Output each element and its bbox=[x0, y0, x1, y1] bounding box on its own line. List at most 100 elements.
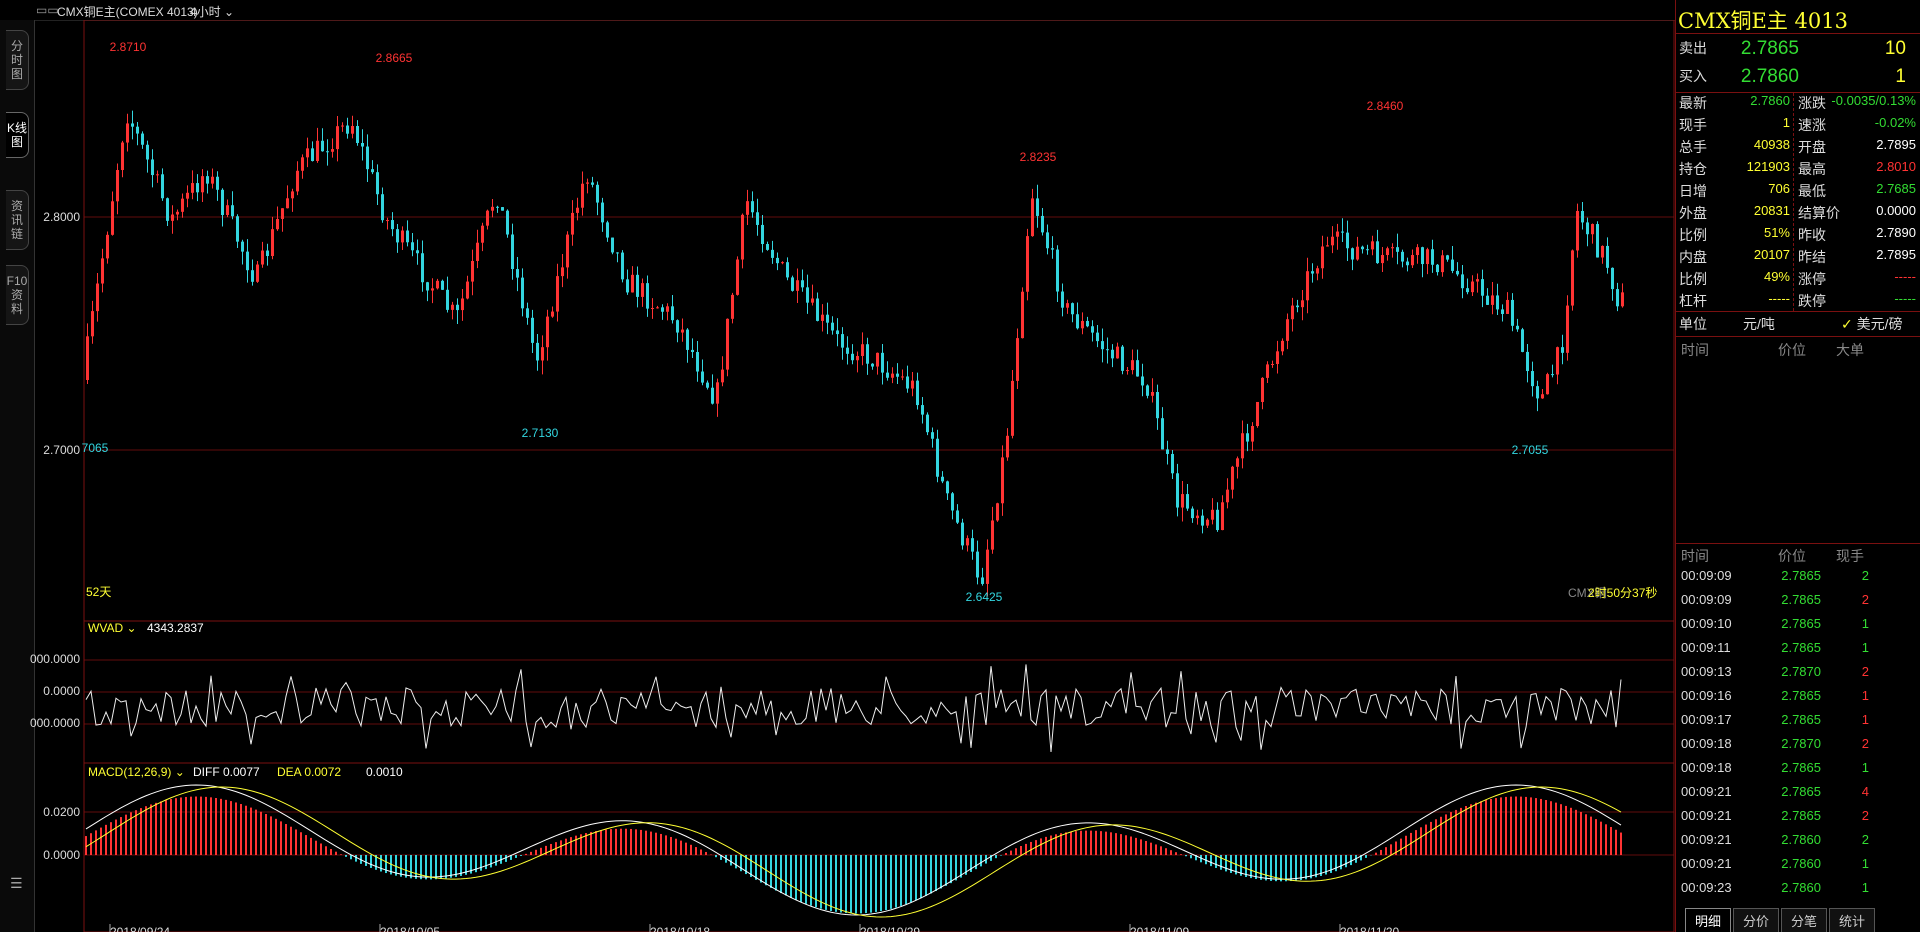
stat-label: 速涨 bbox=[1798, 117, 1826, 133]
candle-body bbox=[931, 432, 934, 439]
instrument-title[interactable]: CMX铜E主(COMEX 4013) bbox=[57, 5, 198, 19]
date-axis-label: 2018/10/18 bbox=[650, 925, 710, 932]
period-dropdown[interactable]: 4小时 ⌄ bbox=[190, 5, 235, 19]
tab-price-distribution[interactable]: 分价 bbox=[1733, 908, 1780, 932]
trade-row[interactable]: 00:09:16 2.7865 1 bbox=[1676, 688, 1920, 712]
trade-row[interactable]: 00:09:21 2.7860 1 bbox=[1676, 856, 1920, 880]
candle-body bbox=[161, 174, 164, 199]
candle-body bbox=[1031, 198, 1034, 237]
candle-body bbox=[906, 376, 909, 389]
trade-row[interactable]: 00:09:11 2.7865 1 bbox=[1676, 640, 1920, 664]
candle-body bbox=[746, 201, 749, 215]
candle-body bbox=[546, 316, 549, 348]
stat-value: 2.7860 bbox=[1750, 93, 1790, 108]
trade-row[interactable]: 00:09:09 2.7865 2 bbox=[1676, 592, 1920, 616]
list-icon[interactable]: ☰ bbox=[10, 875, 23, 891]
trade-row[interactable]: 00:09:21 2.7860 2 bbox=[1676, 832, 1920, 856]
candle-body bbox=[1601, 245, 1604, 258]
stat-value: -0.02% bbox=[1874, 115, 1916, 130]
candle-body bbox=[1516, 325, 1519, 330]
unit-usd[interactable]: ✓ 美元/磅 bbox=[1841, 316, 1903, 332]
candle-body bbox=[306, 148, 309, 158]
candle-body bbox=[856, 356, 859, 361]
candle-body bbox=[136, 126, 139, 134]
candle-body bbox=[791, 277, 794, 291]
trade-row[interactable]: 00:09:13 2.7870 2 bbox=[1676, 664, 1920, 688]
candle-body bbox=[256, 264, 259, 282]
tab-detail[interactable]: 明细 bbox=[1685, 908, 1732, 932]
kline-chart[interactable]: 2.8000 2.7000 000.0000 0.0000 000.0000 0.0200… bbox=[0, 20, 1675, 932]
candle-body bbox=[666, 306, 669, 312]
stat-row: 持仓 121903 最高 2.8010 bbox=[1676, 159, 1920, 181]
stat-label: 最新 bbox=[1679, 95, 1707, 111]
candle-body bbox=[191, 183, 194, 193]
candle-body bbox=[471, 260, 474, 282]
unit-cny[interactable]: 元/吨 bbox=[1743, 316, 1775, 332]
tab-statistics[interactable]: 统计 bbox=[1829, 908, 1876, 932]
candle-body bbox=[586, 182, 589, 184]
candle-body bbox=[671, 306, 674, 321]
trade-time: 00:09:18 bbox=[1681, 760, 1732, 775]
countdown-instrument-label: CMX铜 bbox=[1568, 585, 1607, 600]
candle-body bbox=[416, 250, 419, 254]
tab-news[interactable]: 资讯链 bbox=[6, 190, 29, 250]
tab-f10[interactable]: F10资料 bbox=[6, 265, 29, 325]
candle-body bbox=[1446, 255, 1449, 260]
trade-volume: 1 bbox=[1861, 688, 1869, 703]
candle-body bbox=[646, 283, 649, 309]
candle-body bbox=[101, 258, 104, 284]
buy-row[interactable]: 买入 2.7860 1 bbox=[1679, 66, 1906, 87]
candle-body bbox=[176, 211, 179, 215]
candle-body bbox=[216, 176, 219, 190]
trade-row[interactable]: 00:09:09 2.7865 2 bbox=[1676, 568, 1920, 592]
stat-label: 日增 bbox=[1679, 183, 1707, 199]
candle-body bbox=[556, 276, 559, 312]
trade-price: 2.7865 bbox=[1781, 784, 1821, 799]
candle-body bbox=[756, 212, 759, 225]
trade-row[interactable]: 00:09:10 2.7865 1 bbox=[1676, 616, 1920, 640]
trade-row[interactable]: 00:09:18 2.7870 2 bbox=[1676, 736, 1920, 760]
menu-icon[interactable]: ▭▭ bbox=[36, 3, 59, 17]
trade-row[interactable]: 00:09:21 2.7865 4 bbox=[1676, 784, 1920, 808]
price-extreme-label: 2.7130 bbox=[522, 426, 559, 440]
candle-body bbox=[781, 262, 784, 264]
candle-body bbox=[1551, 374, 1554, 376]
stat-label: 总手 bbox=[1679, 139, 1707, 155]
candle-body bbox=[281, 208, 284, 219]
candle-body bbox=[851, 353, 854, 361]
candle-body bbox=[1621, 292, 1624, 307]
candle-body bbox=[381, 194, 384, 221]
trade-row[interactable]: 00:09:18 2.7865 1 bbox=[1676, 760, 1920, 784]
candle-body bbox=[896, 373, 899, 377]
candle-body bbox=[1151, 392, 1154, 396]
trade-row[interactable]: 00:09:21 2.7865 2 bbox=[1676, 808, 1920, 832]
candle-body bbox=[271, 229, 274, 257]
top-bar: ▭▭ CMX铜E主(COMEX 4013) 4小时 ⌄ bbox=[0, 0, 1675, 21]
trade-row[interactable]: 00:09:23 2.7860 1 bbox=[1676, 880, 1920, 904]
tab-kline[interactable]: K线图 bbox=[6, 112, 29, 158]
candle-body bbox=[1386, 248, 1389, 256]
sell-row[interactable]: 卖出 2.7865 10 bbox=[1679, 38, 1906, 59]
candle-body bbox=[1136, 360, 1139, 377]
stat-value: ----- bbox=[1894, 269, 1916, 284]
candle-body bbox=[266, 250, 269, 257]
candle-body bbox=[1216, 509, 1219, 531]
candle-body bbox=[576, 207, 579, 213]
trade-time: 00:09:13 bbox=[1681, 664, 1732, 679]
tab-tick[interactable]: 分笔 bbox=[1781, 908, 1828, 932]
countdown-timer: 2时50分37秒 bbox=[1588, 586, 1657, 600]
candle-body bbox=[411, 242, 414, 251]
candle-body bbox=[226, 205, 229, 216]
stat-value: 0.0000 bbox=[1876, 203, 1916, 218]
trade-time: 00:09:09 bbox=[1681, 568, 1732, 583]
macd-dea: DEA 0.0072 bbox=[277, 765, 341, 779]
stat-value: 2.7685 bbox=[1876, 181, 1916, 196]
candle-body bbox=[751, 201, 754, 213]
price-extreme-label: 7065 bbox=[82, 441, 109, 455]
candle-body bbox=[1476, 279, 1479, 282]
candle-body bbox=[1231, 466, 1234, 490]
tab-timeshare[interactable]: 分时图 bbox=[6, 30, 29, 90]
stat-value: 121903 bbox=[1746, 159, 1790, 174]
trade-row[interactable]: 00:09:17 2.7865 1 bbox=[1676, 712, 1920, 736]
macd-title: MACD(12,26,9) ⌄ bbox=[88, 765, 185, 779]
